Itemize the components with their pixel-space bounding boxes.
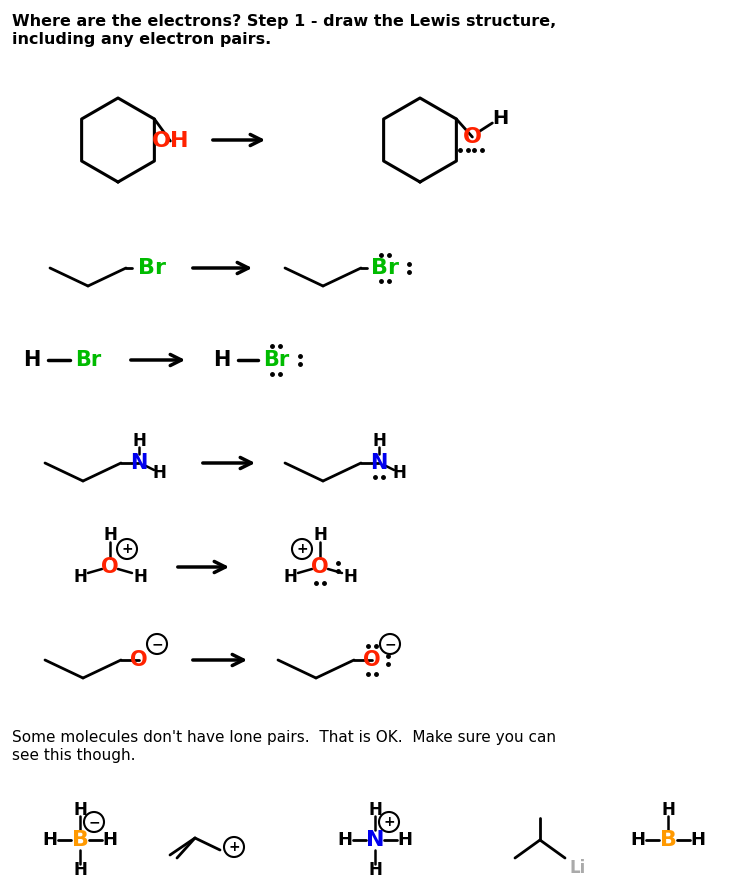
Text: see this though.: see this though. [12, 748, 136, 763]
Text: N: N [366, 830, 385, 850]
Text: H: H [214, 350, 230, 370]
Text: O: O [363, 650, 381, 670]
Text: O: O [311, 557, 329, 577]
Text: H: H [103, 831, 117, 849]
Text: −: − [88, 815, 100, 829]
Text: O: O [130, 650, 148, 670]
Text: H: H [73, 801, 87, 819]
Text: H: H [343, 568, 357, 586]
Text: H: H [132, 432, 146, 450]
Text: H: H [43, 831, 57, 849]
Text: N: N [371, 453, 388, 473]
Text: H: H [73, 861, 87, 879]
Text: O: O [101, 557, 119, 577]
Text: H: H [103, 526, 117, 544]
Text: H: H [133, 568, 147, 586]
Text: Br: Br [138, 258, 166, 278]
Text: +: + [121, 542, 133, 556]
Text: N: N [131, 453, 148, 473]
Text: −: − [384, 637, 396, 651]
Text: +: + [228, 840, 240, 854]
Text: H: H [152, 464, 166, 482]
Text: H: H [392, 464, 406, 482]
Text: Li: Li [570, 859, 586, 877]
Text: H: H [691, 831, 705, 849]
Text: +: + [383, 815, 395, 829]
Text: B: B [660, 830, 677, 850]
Text: B: B [71, 830, 89, 850]
Text: H: H [283, 568, 297, 586]
Text: H: H [493, 110, 509, 128]
Text: Some molecules don't have lone pairs.  That is OK.  Make sure you can: Some molecules don't have lone pairs. Th… [12, 730, 556, 745]
Text: H: H [372, 432, 386, 450]
Text: H: H [368, 861, 382, 879]
Text: +: + [297, 542, 308, 556]
Text: H: H [313, 526, 327, 544]
Text: O: O [463, 127, 482, 147]
Text: −: − [151, 637, 163, 651]
Text: H: H [661, 801, 675, 819]
Text: H: H [338, 831, 352, 849]
Text: OH: OH [152, 131, 189, 151]
Text: Br: Br [75, 350, 101, 370]
Text: H: H [631, 831, 645, 849]
Text: including any electron pairs.: including any electron pairs. [12, 32, 272, 47]
Text: Br: Br [263, 350, 289, 370]
Text: Br: Br [371, 258, 399, 278]
Text: H: H [368, 801, 382, 819]
Text: H: H [398, 831, 413, 849]
Text: H: H [23, 350, 40, 370]
Text: Where are the electrons? Step 1 - draw the Lewis structure,: Where are the electrons? Step 1 - draw t… [12, 14, 556, 29]
Text: H: H [73, 568, 87, 586]
